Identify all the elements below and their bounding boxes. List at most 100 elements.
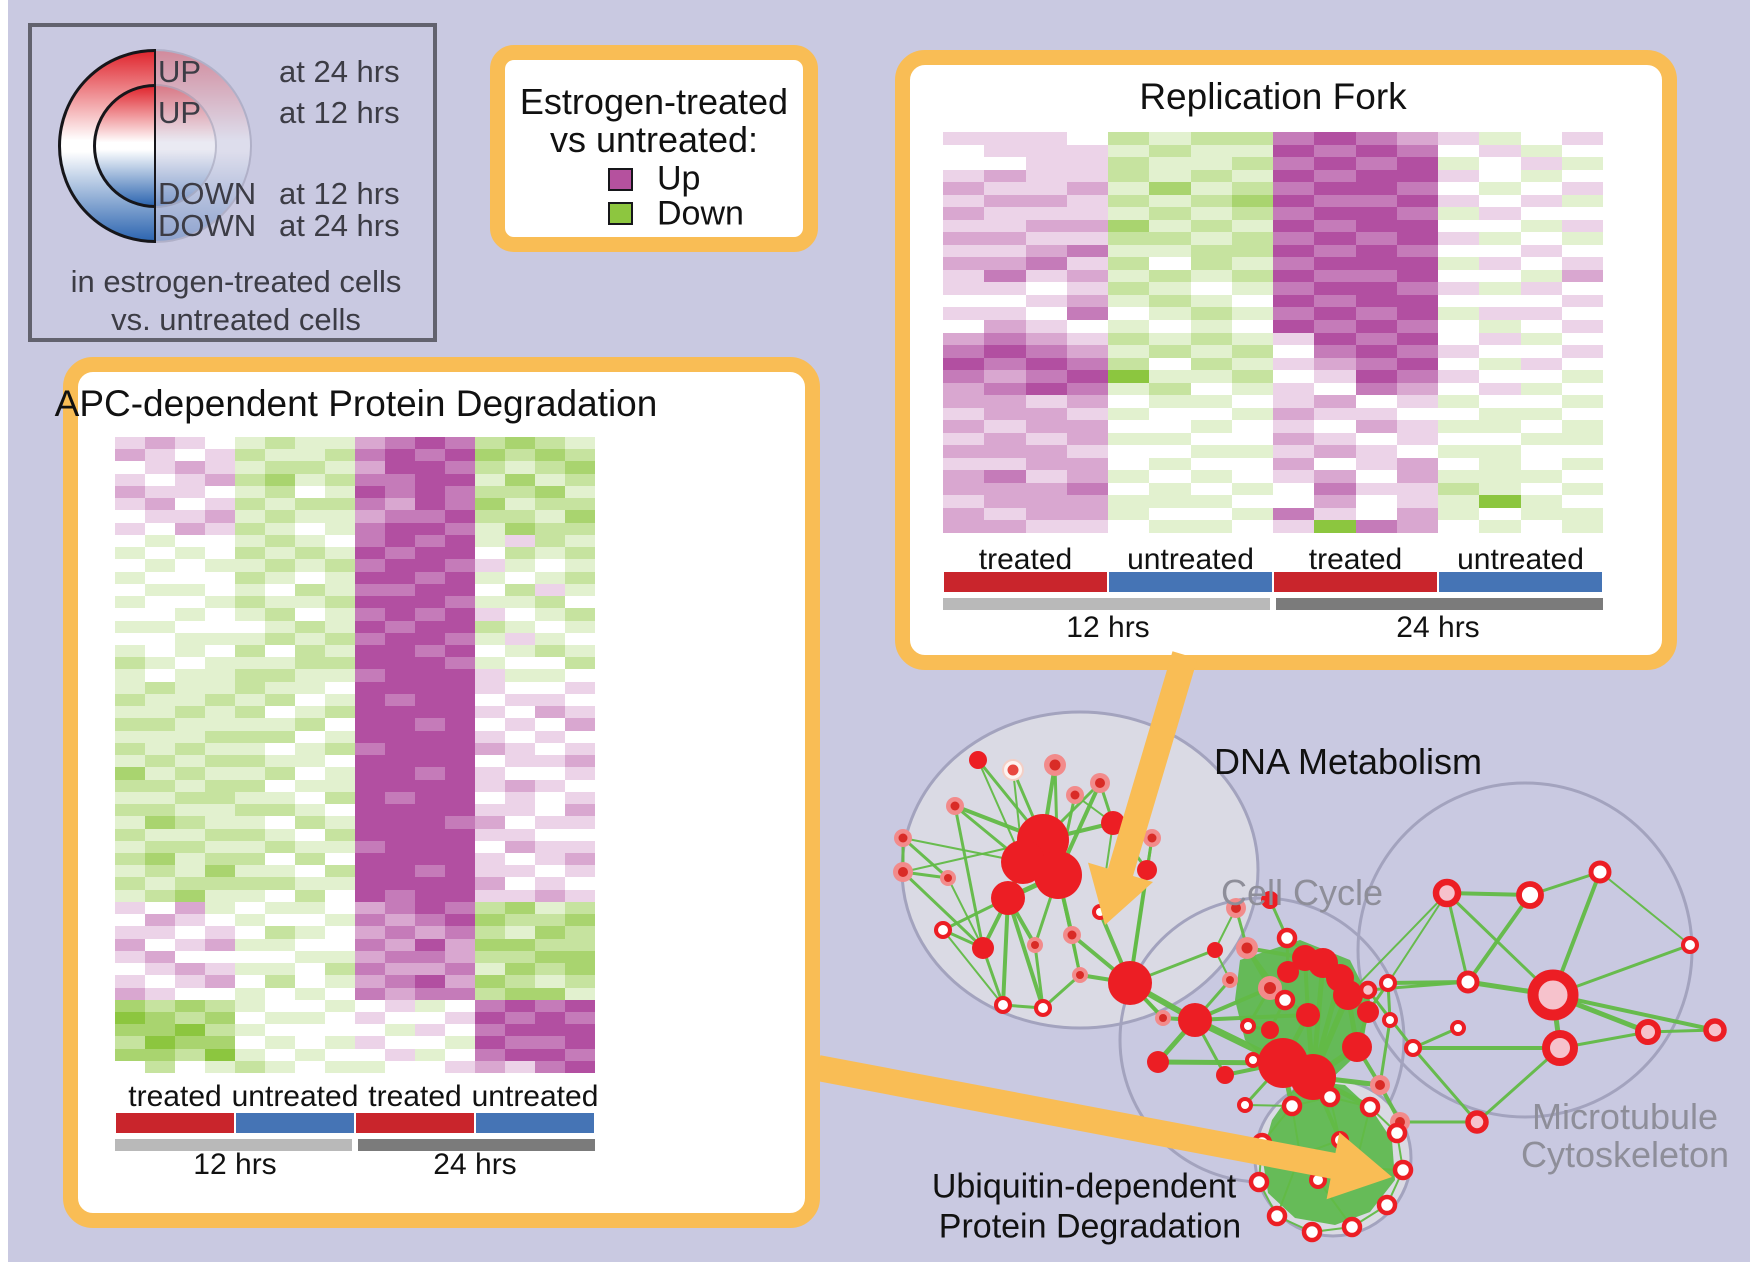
network-edge [1006,896,1045,1010]
heatmap-cell [505,975,535,988]
heatmap-cell [1273,157,1315,170]
heatmap-cell [1561,507,1603,521]
heatmap-cell [295,1036,325,1049]
heatmap-cell [1149,445,1191,458]
heatmap-cell [295,473,325,486]
heatmap-cell [1190,232,1232,245]
network-node-pinkcore [1542,1030,1578,1066]
heatmap-cell [205,534,235,548]
heatmap-cell [1149,495,1191,508]
network-node-solid [1108,961,1152,1005]
rf-heatmap [943,132,1603,533]
heatmap-cell [325,840,355,853]
heatmap-cell [265,1048,295,1061]
heatmap-cell [565,742,595,756]
heatmap-cell [1438,470,1480,483]
heatmap-cell [1149,144,1191,158]
heatmap-cell [475,914,505,927]
heatmap-cell [415,559,445,572]
heatmap-cell [175,693,205,707]
heatmap-cell [145,889,175,902]
heatmap-cell [1479,307,1521,320]
heatmap-cell [385,963,415,976]
heatmap-cell [1025,382,1067,396]
heatmap-cell [1273,395,1315,408]
heatmap-cell [355,914,385,927]
heatmap-cell [943,257,985,270]
heatmap-cell [415,987,445,1000]
heatmap-cell [1520,370,1562,383]
heatmap-cell [445,522,475,535]
heatmap-cell [1231,244,1273,258]
heatmap-cell [943,420,985,433]
heatmap-cell [205,583,235,597]
heatmap-cell [943,332,985,346]
heatmap-cell [505,681,535,694]
heatmap-cell [235,987,265,1000]
heatmap-cell [505,608,535,621]
heatmap-cell [1066,507,1108,521]
heatmap-cell [145,510,175,523]
heatmap-cell [1231,194,1273,208]
network-node-solid [969,751,987,769]
heatmap-cell [1438,507,1480,521]
heatmap-cell [175,742,205,756]
heatmap-cell [1520,507,1562,521]
condition-bar-treated-0 [944,572,1107,592]
heatmap-cell [235,963,265,976]
heatmap-cell [1520,407,1562,421]
heatmap-row [115,534,595,548]
heatmap-cell [295,547,325,560]
heatmap-cell [115,865,145,878]
heatmap-cell [565,620,595,633]
heatmap-cell [265,975,295,988]
heatmap-cell [295,914,325,927]
heatmap-cell [565,914,595,927]
group-label-treated-2: treated [1308,543,1403,576]
heatmap-cell [1314,507,1356,521]
network-edge [953,804,985,950]
heatmap-cell [1066,395,1108,408]
heatmap-cell [1108,395,1150,408]
heatmap-row [943,520,1603,533]
heatmap-cell [1438,294,1480,308]
heatmap-cell [1108,432,1150,446]
heatmap-cell [355,608,385,621]
heatmap-cell [115,644,145,658]
heatmap-row [115,804,595,817]
heatmap-cell [235,510,265,523]
heatmap-cell [445,498,475,511]
heatmap-cell [445,816,475,829]
heatmap-cell [415,534,445,548]
heatmap-cell [1231,370,1273,383]
time-label-24hrs: 24 hrs [1396,611,1480,644]
heatmap-cell [295,975,325,988]
heatmap-cell [535,767,565,780]
heatmap-cell [1396,244,1438,258]
heatmap-cell [1438,157,1480,170]
heatmap-cell [565,877,595,890]
heatmap-cell [1520,495,1562,508]
heatmap-cell [1149,169,1191,183]
network-node-pinkcore [1465,1110,1489,1134]
heatmap-row [115,718,595,731]
network-node-ring [1240,1018,1256,1034]
heatmap-cell [175,889,205,902]
heatmap-row [115,1036,595,1049]
heatmap-cell [1438,495,1480,508]
heatmap-cell [265,571,295,584]
heatmap-cell [1396,132,1438,145]
heatmap-row [943,282,1603,295]
heatmap-cell [1355,169,1397,183]
heatmap-cell [385,791,415,805]
heatmap-cell [1108,269,1150,283]
heatmap-cell [1066,370,1108,383]
ubiquitin-label-line2: Protein Degradation [938,1207,1242,1246]
heatmap-cell [1066,345,1108,358]
heatmap-row [115,840,595,853]
heatmap-cell [205,571,235,584]
heatmap-cell [535,510,565,523]
heatmap-cell [235,449,265,462]
heatmap-row [115,914,595,927]
heatmap-cell [1108,482,1150,496]
